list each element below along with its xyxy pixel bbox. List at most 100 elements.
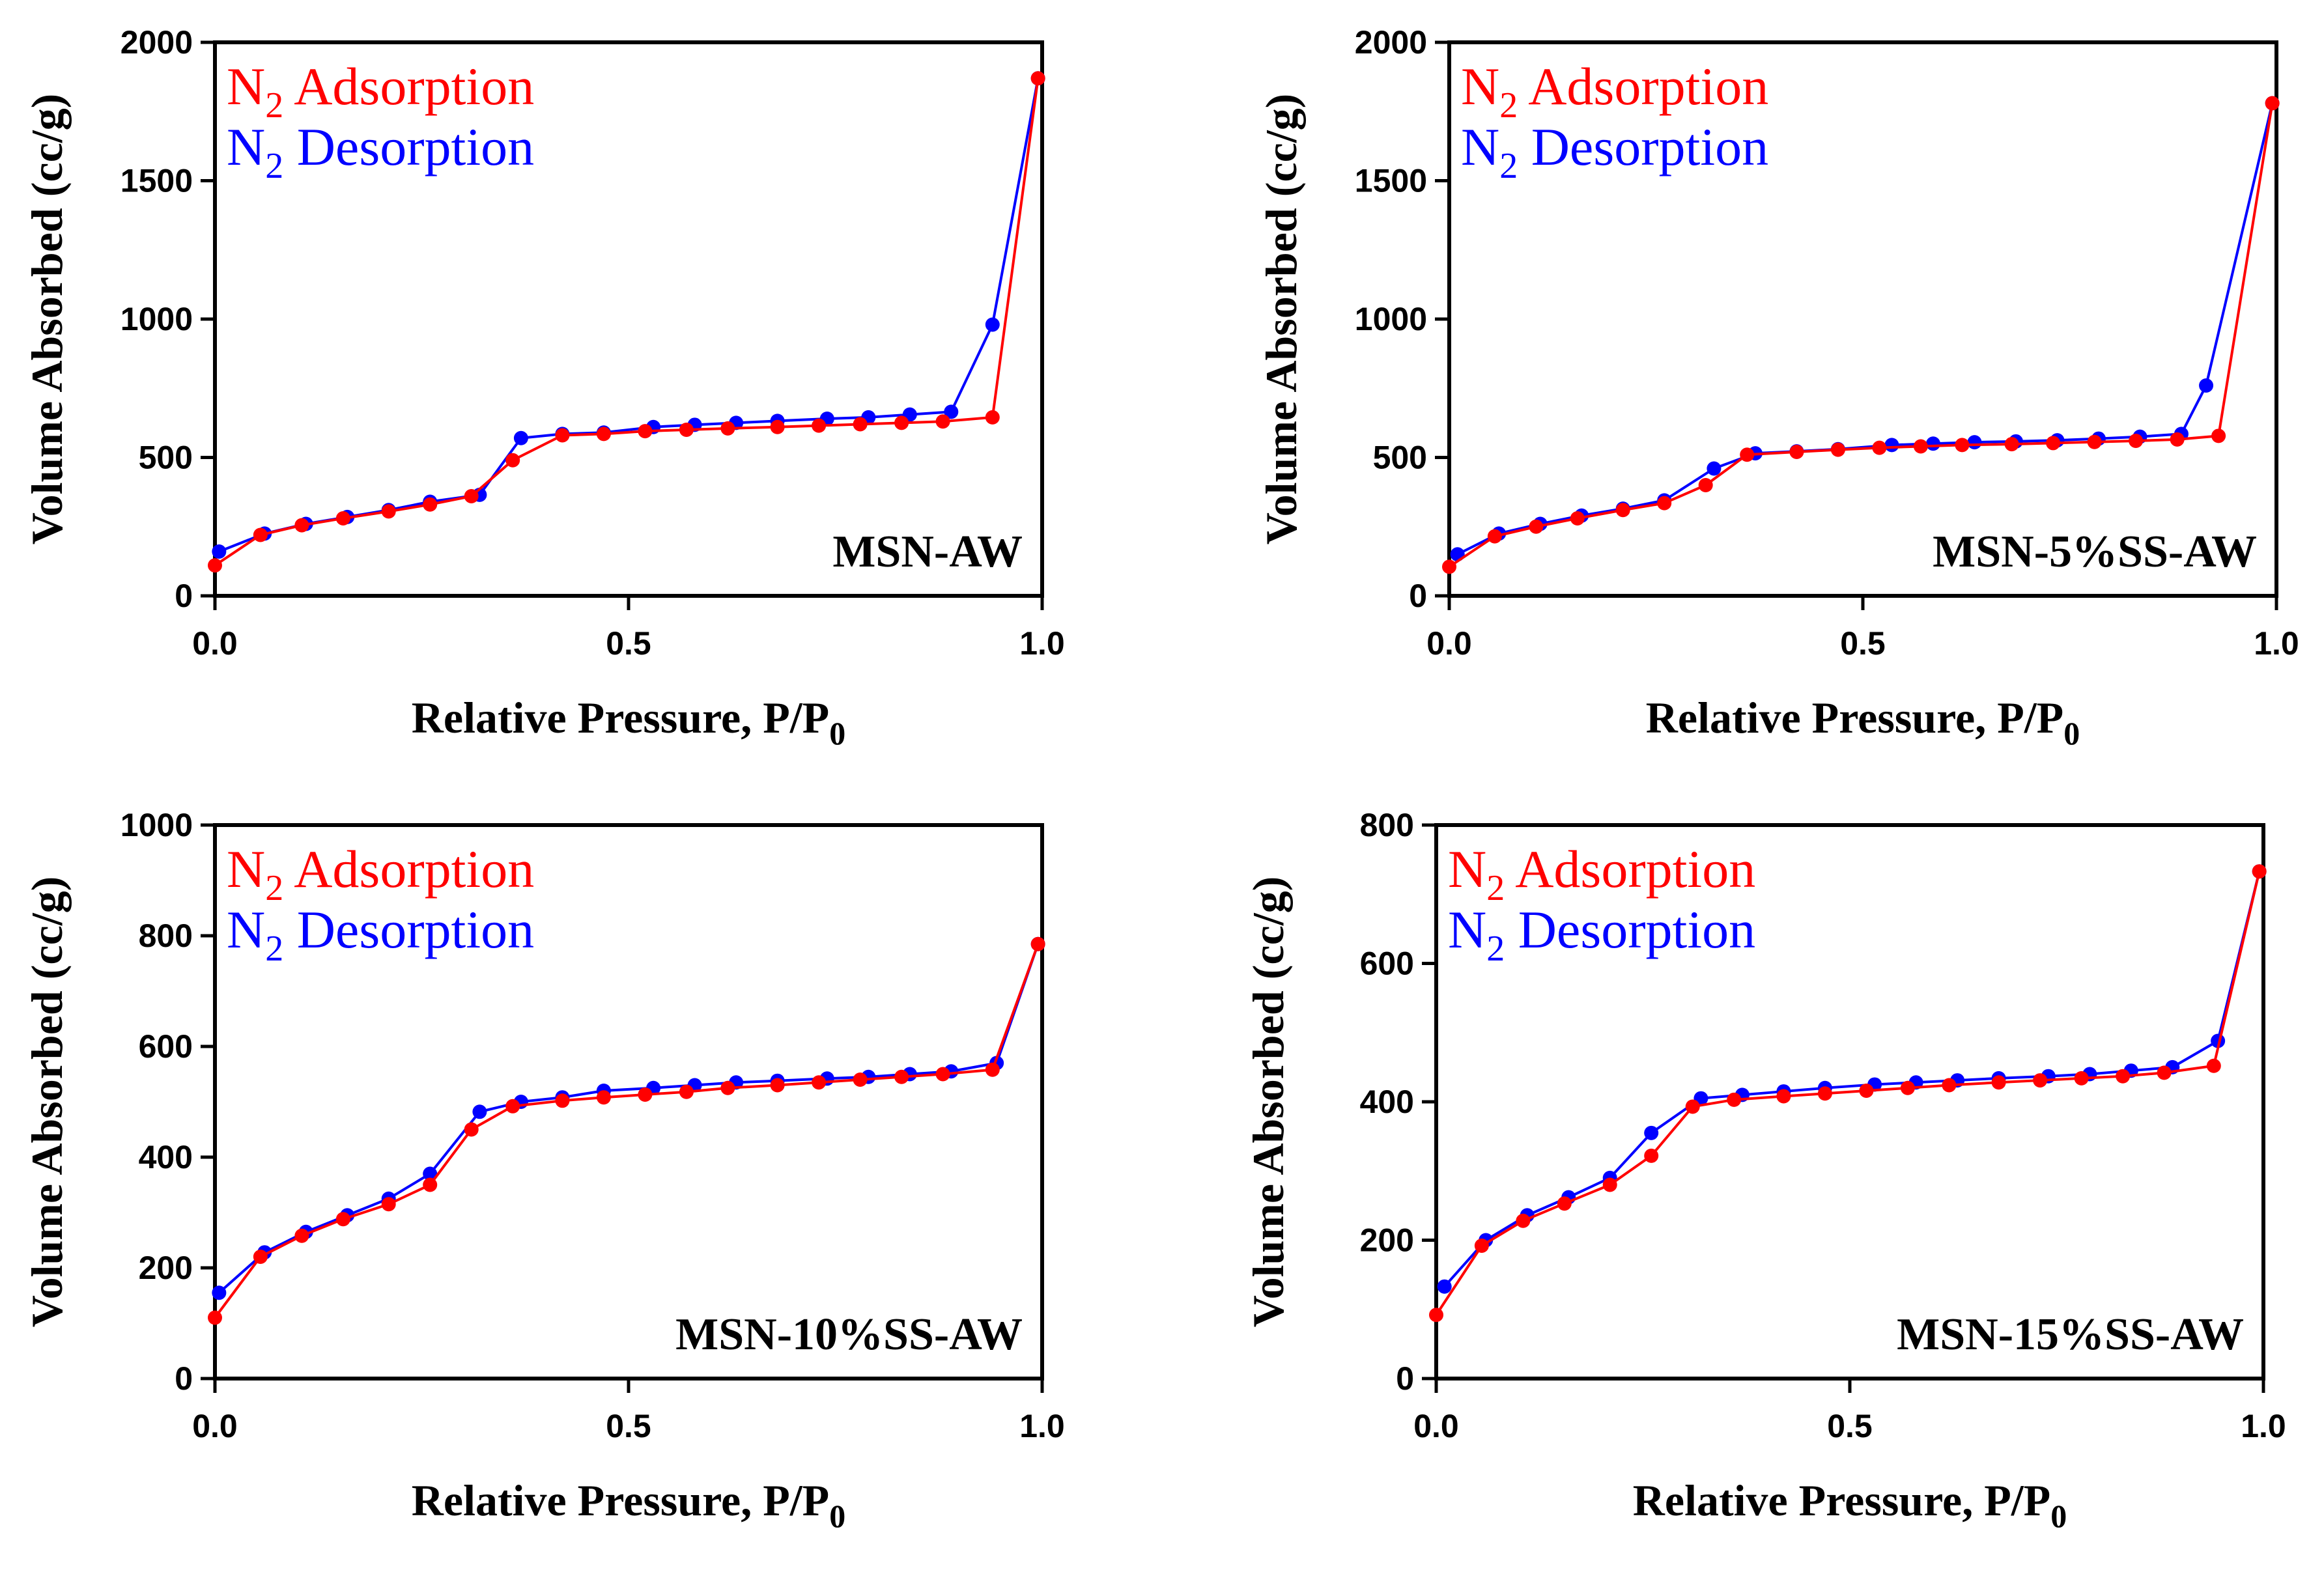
adsorption-line bbox=[214, 944, 1040, 1319]
adsorption-point bbox=[464, 489, 479, 503]
adsorption-point bbox=[505, 453, 520, 468]
y-tick-label: 1000 bbox=[1355, 301, 1427, 337]
adsorption-point bbox=[423, 1177, 438, 1192]
x-tick-label: 1.0 bbox=[1019, 1408, 1065, 1444]
y-tick-label: 1000 bbox=[120, 301, 193, 337]
y-tick-label: 200 bbox=[139, 1250, 193, 1286]
adsorption-point bbox=[812, 418, 827, 433]
x-tick-label: 0.0 bbox=[1426, 625, 1472, 662]
adsorption-point bbox=[1859, 1084, 1874, 1098]
adsorption-point bbox=[1913, 439, 1928, 454]
adsorption-point bbox=[679, 423, 694, 437]
desorption-point bbox=[1707, 461, 1722, 476]
adsorption-point bbox=[294, 1228, 309, 1243]
adsorption-point bbox=[1776, 1089, 1791, 1104]
desorption-point bbox=[472, 1104, 487, 1119]
adsorption-point bbox=[2033, 1073, 2048, 1088]
adsorption-point bbox=[2116, 1069, 2131, 1084]
adsorption-point bbox=[812, 1075, 827, 1090]
adsorption-point bbox=[1030, 71, 1045, 86]
adsorption-point bbox=[253, 1250, 268, 1264]
adsorption-point bbox=[935, 414, 950, 429]
x-tick-label: 0.0 bbox=[1413, 1408, 1459, 1444]
adsorption-point bbox=[1789, 445, 1804, 459]
adsorption-point bbox=[1817, 1086, 1832, 1101]
adsorption-point bbox=[596, 1090, 611, 1105]
adsorption-point bbox=[1955, 438, 1970, 453]
x-tick-label: 0.5 bbox=[606, 1408, 651, 1444]
x-axis-title: Relative Pressure, P/P0 bbox=[412, 1476, 845, 1534]
desorption-point bbox=[513, 430, 528, 445]
desorption-point bbox=[1884, 438, 1899, 453]
adsorption-point bbox=[208, 558, 222, 573]
adsorption-point bbox=[555, 1093, 570, 1108]
adsorption-point bbox=[253, 527, 268, 542]
adsorption-point bbox=[505, 1099, 520, 1114]
x-tick-label: 0.5 bbox=[1840, 625, 1886, 662]
chart-panel-4: 0 200 400 600 800 0.0 0.5 1.0 Relative Pressure,… bbox=[1243, 807, 2286, 1534]
adsorption-point bbox=[2157, 1065, 2172, 1080]
y-tick-label: 500 bbox=[1373, 440, 1427, 476]
chart-panel-3: 0 200 400 600 800 1000 0.0 0.5 1.0 Relative Press… bbox=[22, 807, 1065, 1534]
y-tick-label: 400 bbox=[139, 1139, 193, 1175]
adsorption-point bbox=[464, 1122, 479, 1137]
x-tick-label: 0.0 bbox=[192, 1408, 238, 1444]
desorption-point bbox=[2199, 378, 2214, 393]
adsorption-point bbox=[1030, 936, 1045, 951]
y-tick-label: 800 bbox=[139, 918, 193, 954]
legend-adsorption: N2 Adsorption bbox=[227, 57, 534, 126]
y-axis-title: Volume Absorbed (cc/g) bbox=[1243, 876, 1293, 1328]
x-tick-label: 1.0 bbox=[1019, 625, 1065, 662]
chart-panel-1: 0 500 1000 1500 2000 0.0 0.5 1.0 Relative Pressu… bbox=[22, 24, 1065, 751]
adsorption-point bbox=[1615, 503, 1630, 518]
adsorption-point bbox=[1474, 1239, 1489, 1253]
desorption-point bbox=[1925, 436, 1940, 451]
adsorption-point bbox=[720, 421, 735, 436]
y-axis-title: Volume Absorbed (cc/g) bbox=[1256, 94, 1306, 545]
adsorption-point bbox=[1570, 511, 1585, 526]
legend-adsorption: N2 Adsorption bbox=[1461, 57, 1768, 126]
desorption-point bbox=[985, 317, 1000, 332]
adsorption-point bbox=[985, 410, 1000, 425]
adsorption-point bbox=[1657, 496, 1672, 511]
y-tick-label: 200 bbox=[1360, 1222, 1414, 1259]
adsorption-point bbox=[1830, 442, 1845, 457]
adsorption-point bbox=[720, 1080, 735, 1095]
adsorption-point bbox=[335, 1212, 350, 1227]
legend-desorption: N2 Desorption bbox=[227, 900, 534, 969]
x-tick-label: 0.5 bbox=[1827, 1408, 1873, 1444]
sample-label: MSN-15%SS-AW bbox=[1897, 1310, 2244, 1360]
y-axis-title: Volume Absorbed (cc/g) bbox=[22, 876, 72, 1328]
adsorption-point bbox=[770, 1078, 785, 1093]
adsorption-point bbox=[1487, 529, 1502, 544]
x-axis-title: Relative Pressure, P/P0 bbox=[1633, 1476, 2067, 1534]
y-tick-label: 600 bbox=[139, 1028, 193, 1065]
sample-label: MSN-10%SS-AW bbox=[675, 1310, 1023, 1360]
adsorption-point bbox=[1872, 440, 1887, 455]
adsorption-point bbox=[381, 504, 396, 519]
adsorption-point bbox=[1602, 1177, 1617, 1192]
x-axis-title: Relative Pressure, P/P0 bbox=[1646, 693, 2080, 751]
desorption-point bbox=[1967, 435, 1982, 450]
adsorption-point bbox=[1429, 1308, 1443, 1323]
adsorption-point bbox=[1557, 1196, 1572, 1211]
adsorption-point bbox=[1727, 1092, 1742, 1107]
y-tick-label: 1500 bbox=[120, 163, 193, 199]
adsorption-point bbox=[894, 415, 909, 430]
y-tick-label: 800 bbox=[1360, 807, 1414, 843]
adsorption-point bbox=[985, 1062, 1000, 1077]
adsorption-point bbox=[638, 424, 653, 439]
adsorption-point bbox=[894, 1069, 909, 1084]
desorption-point bbox=[423, 1166, 438, 1181]
desorption-point bbox=[1437, 1279, 1452, 1294]
adsorption-point bbox=[423, 497, 438, 512]
adsorption-point bbox=[208, 1310, 222, 1325]
y-tick-label: 500 bbox=[139, 440, 193, 476]
y-tick-label: 0 bbox=[1409, 578, 1427, 614]
adsorption-point bbox=[1740, 447, 1755, 462]
adsorption-point bbox=[2129, 434, 2144, 448]
legend-desorption: N2 Desorption bbox=[1461, 117, 1768, 186]
adsorption-point bbox=[1644, 1148, 1659, 1163]
adsorption-point bbox=[770, 419, 785, 434]
adsorption-point bbox=[935, 1067, 950, 1082]
